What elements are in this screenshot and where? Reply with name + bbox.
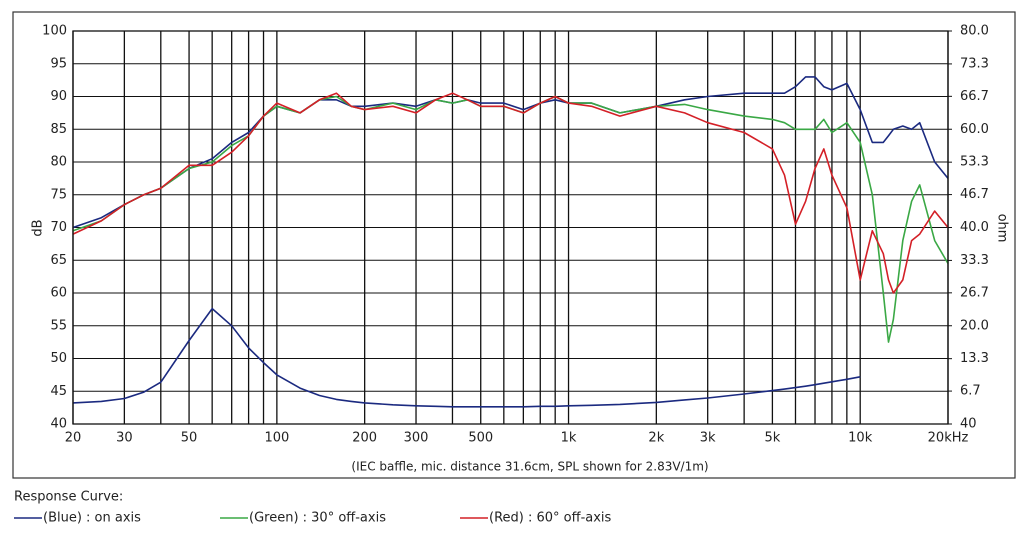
y-tick-label: 100 <box>42 24 67 39</box>
x-tick-label: 3k <box>700 431 716 446</box>
y-tick-label: 85 <box>50 122 67 137</box>
y-tick-label: 75 <box>50 187 67 202</box>
x-tick-label: 500 <box>468 431 493 446</box>
y-axis-label: dB <box>31 219 46 236</box>
x-tick-label: 5k <box>764 431 780 446</box>
y2-tick-label: 40.0 <box>960 220 989 235</box>
y-tick-label: 50 <box>50 351 67 366</box>
legend-label: (Green) : 30° off-axis <box>249 511 386 526</box>
y2-tick-label: 20.0 <box>960 318 989 333</box>
y2-tick-label: 60.0 <box>960 122 989 137</box>
y2-tick-label: 40 <box>960 417 977 432</box>
x-tick-label: 20 <box>65 431 82 446</box>
x-tick-label: 10k <box>848 431 873 446</box>
x-tick-label: 30 <box>116 431 133 446</box>
y2-tick-label: 53.3 <box>960 155 989 170</box>
y-tick-label: 80 <box>50 155 67 170</box>
y2-tick-label: 6.7 <box>960 384 981 399</box>
legend-label: (Blue) : on axis <box>43 511 141 526</box>
y2-tick-label: 66.7 <box>960 89 989 104</box>
series-line <box>72 76 949 229</box>
plot-border <box>72 30 949 425</box>
y-tick-label: 60 <box>50 286 67 301</box>
frame <box>12 11 1016 479</box>
legend-label: (Red) : 60° off-axis <box>489 511 612 526</box>
x-tick-label: 20kHz <box>928 431 969 446</box>
legend-title: Response Curve: <box>14 490 123 505</box>
x-tick-label: 50 <box>181 431 198 446</box>
x-tick-label: 2k <box>648 431 664 446</box>
y-tick-label: 45 <box>50 384 67 399</box>
y2-axis-label: ohm <box>995 214 1010 243</box>
series-line <box>72 95 949 343</box>
series-line <box>72 92 949 294</box>
y2-tick-label: 13.3 <box>960 351 989 366</box>
y2-tick-label: 33.3 <box>960 253 989 268</box>
note: (IEC baffle, mic. distance 31.6cm, SPL s… <box>351 460 708 474</box>
y-tick-label: 65 <box>50 253 67 268</box>
y2-tick-label: 46.7 <box>960 187 989 202</box>
y-tick-label: 90 <box>50 89 67 104</box>
series-line <box>72 307 861 408</box>
y2-tick-label: 73.3 <box>960 56 989 71</box>
y-tick-label: 70 <box>50 220 67 235</box>
y-tick-label: 40 <box>50 417 67 432</box>
y2-tick-label: 80.0 <box>960 24 989 39</box>
x-tick-label: 100 <box>264 431 289 446</box>
x-tick-label: 200 <box>352 431 377 446</box>
y-tick-label: 95 <box>50 56 67 71</box>
y2-tick-label: 26.7 <box>960 285 989 300</box>
y-tick-label: 55 <box>50 318 67 333</box>
x-tick-label: 1k <box>561 431 577 446</box>
x-tick-label: 300 <box>404 431 429 446</box>
